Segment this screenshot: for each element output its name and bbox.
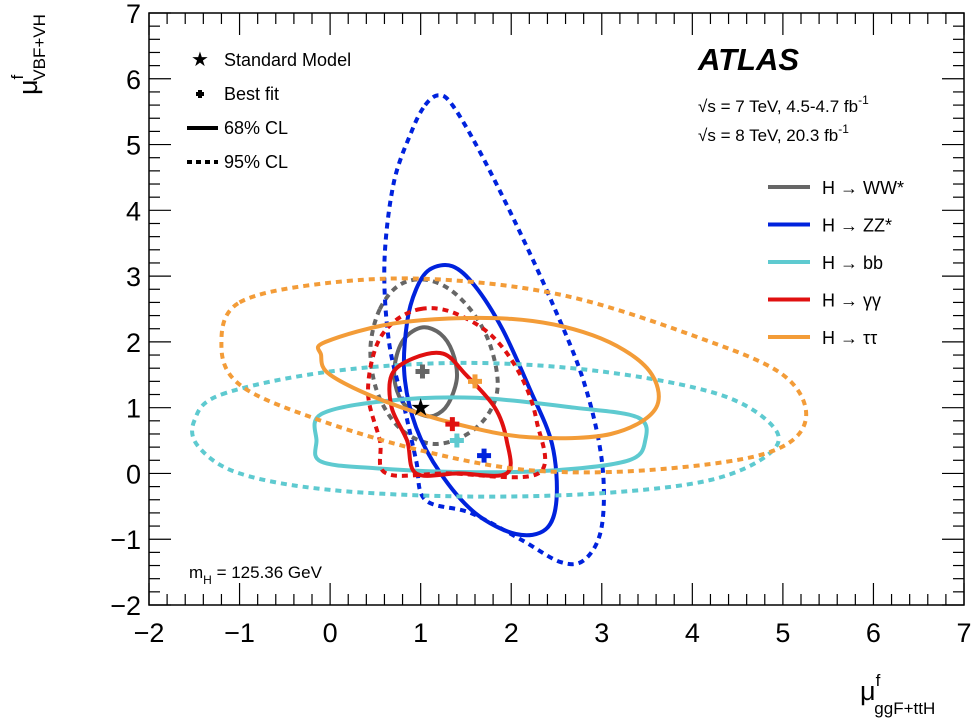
y-axis-title-sup: f bbox=[8, 74, 27, 79]
x-axis-ticks bbox=[148, 13, 965, 605]
x-tick-label: 6 bbox=[866, 618, 881, 648]
y-tick-label: 5 bbox=[126, 131, 141, 161]
x-tick-label: 2 bbox=[504, 618, 519, 648]
y-tick-label: −2 bbox=[110, 591, 141, 621]
legend-cl95-label: 95% CL bbox=[224, 152, 288, 172]
contour-95-gamgam bbox=[366, 306, 548, 480]
y-axis-title-main: μ bbox=[13, 79, 43, 95]
x-tick-label: 3 bbox=[594, 618, 609, 648]
style-legend: ★ Standard Model Best fit 68% CL 95% CL bbox=[187, 49, 351, 172]
sm-star-icon: ★ bbox=[191, 49, 209, 71]
contour-68-bb bbox=[312, 395, 649, 475]
experiment-label: ATLAS bbox=[697, 42, 799, 77]
y-tick-label: 7 bbox=[126, 0, 141, 29]
legend-label-bb: H → bb bbox=[822, 253, 883, 273]
contour-68-zz bbox=[401, 263, 559, 538]
legend-label-ww: H → WW* bbox=[822, 178, 904, 198]
standard-model-star: ★ bbox=[410, 395, 432, 422]
energy-2-sqrt: √s bbox=[698, 126, 716, 145]
y-axis-tick-labels: −2 −1 0 1 2 3 4 5 6 7 bbox=[110, 0, 141, 621]
energy-2-sup: -1 bbox=[838, 122, 849, 136]
legend-sm-label: Standard Model bbox=[224, 50, 351, 70]
y-tick-label: 2 bbox=[126, 328, 141, 358]
channel-legend: H → WW* H → ZZ* H → bb H → γγ H → ττ bbox=[768, 178, 904, 348]
y-tick-label: 0 bbox=[126, 459, 141, 489]
mass-sub: H bbox=[203, 573, 212, 587]
mass-text: = 125.36 GeV bbox=[212, 563, 323, 582]
x-tick-label: 0 bbox=[323, 618, 338, 648]
y-axis-title-sub: VBF+VH bbox=[30, 14, 49, 81]
legend-label-tautau: H → ττ bbox=[822, 328, 877, 348]
contour-95-tautau bbox=[219, 276, 809, 475]
mass-label: mH = 125.36 GeV bbox=[189, 563, 323, 587]
y-tick-label: 3 bbox=[126, 262, 141, 292]
contour-68-ww bbox=[392, 325, 460, 419]
x-tick-label: 4 bbox=[685, 618, 700, 648]
best-fit-tautau bbox=[468, 374, 482, 389]
best-fit-gamgam bbox=[445, 417, 460, 432]
energy-1-text: = 7 TeV, 4.5-4.7 fb bbox=[716, 97, 858, 116]
contour-95-zz bbox=[382, 93, 606, 567]
x-tick-label: −1 bbox=[224, 618, 255, 648]
contour-95-bb bbox=[190, 360, 781, 499]
contour-68-tautau bbox=[315, 315, 661, 441]
x-tick-label: −2 bbox=[134, 618, 165, 648]
legend-bestfit-label: Best fit bbox=[224, 84, 279, 104]
y-tick-label: 4 bbox=[126, 196, 141, 226]
best-fit-ww bbox=[415, 364, 430, 379]
energy-line-2: √s = 8 TeV, 20.3 fb-1 bbox=[698, 122, 849, 145]
best-fit-bb bbox=[449, 433, 464, 448]
bestfit-cross-icon bbox=[196, 90, 204, 98]
legend-label-gamgam: H → γγ bbox=[822, 291, 881, 311]
legend-label-zz: H → ZZ* bbox=[822, 216, 892, 236]
energy-2-text: = 8 TeV, 20.3 fb bbox=[716, 126, 838, 145]
x-tick-label: 5 bbox=[775, 618, 790, 648]
x-axis-title-sub: ggF+ttH bbox=[874, 699, 935, 718]
x-axis-title: μf ggF+ttH bbox=[860, 671, 935, 718]
mass-m: m bbox=[189, 563, 203, 582]
energy-line-1: √s = 7 TeV, 4.5-4.7 fb-1 bbox=[698, 93, 869, 116]
contour-curves bbox=[190, 93, 809, 567]
fit-markers: ★ bbox=[410, 364, 492, 463]
y-tick-label: −1 bbox=[110, 525, 141, 555]
y-tick-label: 6 bbox=[126, 65, 141, 95]
x-axis-tick-labels: −2 −1 0 1 2 3 4 5 6 7 bbox=[134, 618, 972, 648]
energy-1-sqrt: √s bbox=[698, 97, 716, 116]
x-axis-title-main: μ bbox=[860, 676, 876, 706]
x-axis-title-sup: f bbox=[876, 671, 881, 690]
y-axis-ticks bbox=[149, 12, 964, 606]
best-fit-zz bbox=[477, 448, 492, 463]
y-axis-title: μf VBF+VH bbox=[8, 14, 49, 95]
x-tick-label: 1 bbox=[413, 618, 428, 648]
y-tick-label: 1 bbox=[126, 394, 141, 424]
legend-cl68-label: 68% CL bbox=[224, 118, 288, 138]
x-tick-label: 7 bbox=[956, 618, 971, 648]
energy-1-sup: -1 bbox=[858, 93, 869, 107]
